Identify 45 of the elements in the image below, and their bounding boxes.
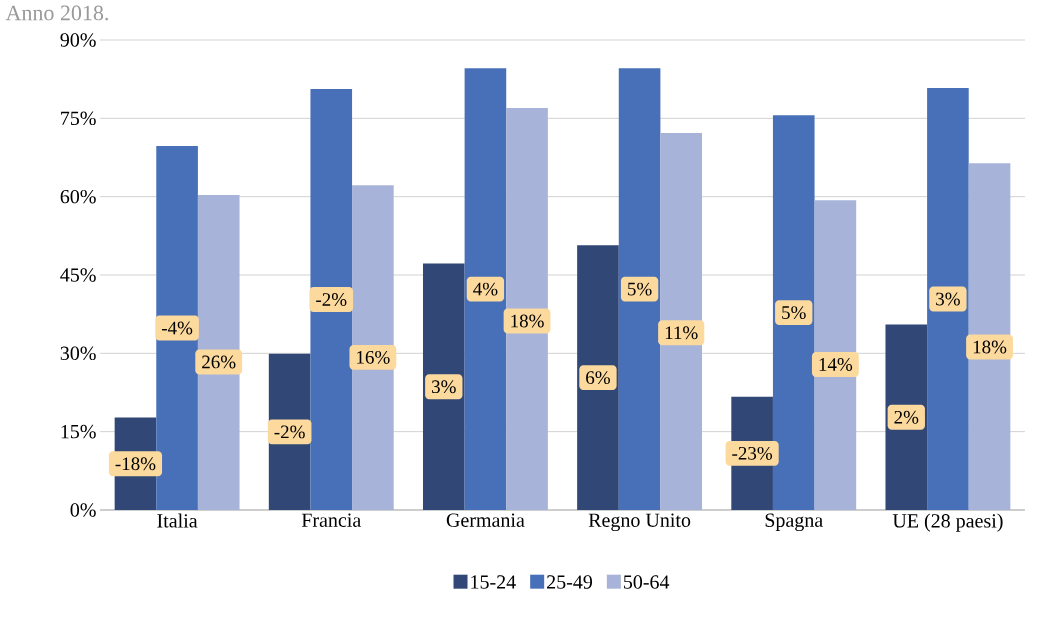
annotation: 26% <box>202 355 236 369</box>
x-tick-label: UE (28 paesi) <box>892 513 1003 532</box>
annotation: 5% <box>628 282 652 296</box>
legend-label: 15-24 <box>471 575 516 589</box>
bar <box>464 68 507 510</box>
annotation: -23% <box>732 446 773 460</box>
y-tick-label: 60% <box>60 189 96 204</box>
annotation: 5% <box>782 306 806 320</box>
y-tick-label: 15% <box>61 424 96 439</box>
x-tick-label: Germania <box>446 513 525 527</box>
y-tick-label: 30% <box>60 346 96 361</box>
annotation: 14% <box>819 358 853 371</box>
annotation: 18% <box>511 314 544 328</box>
y-tick-label: 45% <box>60 268 96 282</box>
x-tick-label: Spagna <box>765 513 823 532</box>
bar <box>310 89 353 510</box>
x-tick-label: Francia <box>301 513 361 527</box>
bar <box>660 132 703 510</box>
annotation: 6% <box>586 371 610 385</box>
x-tick-label: Italia <box>157 513 198 528</box>
annotation: 3% <box>432 380 456 394</box>
annotation: -2% <box>274 425 305 439</box>
annotation: 18% <box>973 340 1007 354</box>
annotation: -4% <box>161 321 193 335</box>
bar <box>422 263 465 510</box>
annotation: 16% <box>357 350 390 364</box>
bar <box>968 163 1011 510</box>
bar <box>156 146 198 510</box>
x-tick-label: Regno Unito <box>588 513 691 532</box>
chart-title: Anno 2018. <box>5 5 108 21</box>
bar <box>772 115 815 510</box>
bar <box>927 88 969 510</box>
annotation: 3% <box>936 292 960 306</box>
y-tick-label: 75% <box>61 111 96 126</box>
annotation: 11% <box>665 326 698 340</box>
y-tick-label: 0% <box>70 503 96 517</box>
bar <box>618 68 661 510</box>
bar <box>577 245 619 510</box>
annotation: 4% <box>473 282 498 296</box>
annotation: 2% <box>894 410 919 424</box>
legend-label: 50-64 <box>623 575 670 589</box>
annotation: -2% <box>316 293 347 306</box>
legend-label: 25-49 <box>547 575 592 589</box>
annotation: -18% <box>115 457 156 471</box>
y-tick-label: 90% <box>60 33 96 47</box>
